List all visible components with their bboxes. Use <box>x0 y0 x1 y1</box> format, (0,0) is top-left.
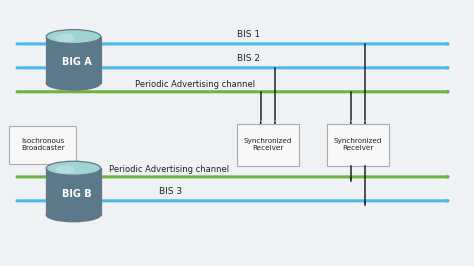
FancyBboxPatch shape <box>9 126 76 164</box>
FancyBboxPatch shape <box>237 124 299 167</box>
Text: Synchronized
Receiver: Synchronized Receiver <box>334 139 382 151</box>
Bar <box>46 168 101 215</box>
Ellipse shape <box>46 161 100 175</box>
Ellipse shape <box>56 165 75 174</box>
Ellipse shape <box>46 76 100 90</box>
Text: BIS 2: BIS 2 <box>237 54 260 63</box>
Text: BIG B: BIG B <box>63 189 92 199</box>
Bar <box>46 36 101 83</box>
Text: BIS 1: BIS 1 <box>237 30 260 39</box>
Ellipse shape <box>46 208 100 222</box>
Text: BIG A: BIG A <box>63 57 92 67</box>
FancyBboxPatch shape <box>327 124 389 167</box>
Text: Synchronized
Receiver: Synchronized Receiver <box>244 139 292 151</box>
Ellipse shape <box>56 34 75 42</box>
Text: Periodic Advertising channel: Periodic Advertising channel <box>135 80 255 89</box>
Text: Isochronous
Broadcaster: Isochronous Broadcaster <box>21 139 64 151</box>
Text: BIS 3: BIS 3 <box>159 187 182 196</box>
Text: Periodic Advertising channel: Periodic Advertising channel <box>109 165 229 174</box>
Ellipse shape <box>46 30 100 44</box>
